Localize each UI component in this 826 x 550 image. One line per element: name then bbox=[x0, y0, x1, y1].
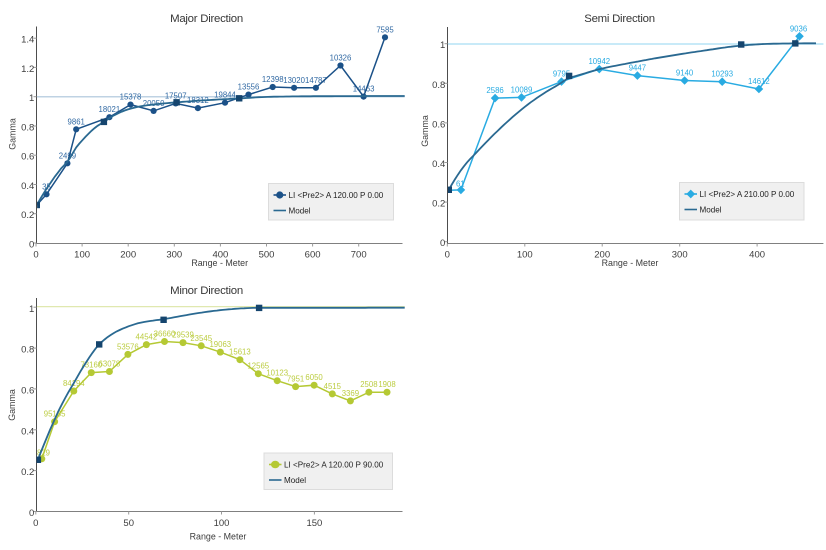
svg-text:1: 1 bbox=[29, 304, 34, 315]
svg-text:14463: 14463 bbox=[353, 85, 375, 94]
svg-text:0.2: 0.2 bbox=[21, 467, 34, 478]
svg-text:Model: Model bbox=[284, 476, 306, 485]
svg-text:10293: 10293 bbox=[711, 70, 733, 79]
svg-text:LI <Pre2> A 210.00 P 0.00: LI <Pre2> A 210.00 P 0.00 bbox=[700, 190, 795, 199]
svg-text:Range - Meter: Range - Meter bbox=[190, 532, 247, 542]
svg-text:17507: 17507 bbox=[165, 91, 187, 100]
svg-text:53576: 53576 bbox=[117, 342, 139, 351]
svg-text:200: 200 bbox=[120, 250, 136, 261]
svg-text:10942: 10942 bbox=[588, 57, 610, 66]
svg-text:29539: 29539 bbox=[172, 331, 194, 340]
svg-text:19063: 19063 bbox=[209, 340, 231, 349]
svg-text:100: 100 bbox=[517, 250, 533, 261]
svg-text:Gamma: Gamma bbox=[8, 118, 18, 150]
svg-text:7585: 7585 bbox=[376, 25, 394, 34]
svg-text:1: 1 bbox=[440, 40, 445, 51]
svg-text:12565: 12565 bbox=[247, 362, 269, 371]
svg-text:100: 100 bbox=[214, 518, 230, 529]
svg-text:0: 0 bbox=[33, 250, 38, 261]
svg-text:12398: 12398 bbox=[262, 75, 284, 84]
svg-text:10089: 10089 bbox=[511, 85, 533, 94]
svg-text:1: 1 bbox=[29, 93, 34, 104]
svg-text:Gamma: Gamma bbox=[420, 115, 430, 147]
svg-text:400: 400 bbox=[212, 250, 228, 261]
svg-text:0.6: 0.6 bbox=[21, 152, 34, 163]
svg-text:Minor Direction: Minor Direction bbox=[170, 285, 243, 297]
svg-text:13556: 13556 bbox=[238, 83, 260, 92]
svg-text:2508: 2508 bbox=[360, 380, 377, 389]
svg-text:Range - Meter: Range - Meter bbox=[191, 258, 248, 268]
svg-text:9795: 9795 bbox=[553, 70, 571, 79]
svg-text:LI <Pre2> A 120.00 P 90.00: LI <Pre2> A 120.00 P 90.00 bbox=[284, 461, 384, 470]
svg-text:300: 300 bbox=[166, 250, 182, 261]
svg-text:3369: 3369 bbox=[342, 389, 359, 398]
svg-text:6050: 6050 bbox=[305, 373, 323, 382]
svg-text:13020: 13020 bbox=[283, 76, 305, 85]
svg-text:50: 50 bbox=[123, 518, 134, 529]
svg-text:400: 400 bbox=[749, 250, 765, 261]
svg-text:0: 0 bbox=[440, 238, 445, 249]
svg-text:9036: 9036 bbox=[790, 24, 807, 33]
svg-text:9140: 9140 bbox=[676, 69, 694, 78]
svg-text:15378: 15378 bbox=[120, 93, 142, 102]
svg-text:Major Direction: Major Direction bbox=[170, 13, 243, 25]
svg-text:14612: 14612 bbox=[748, 77, 770, 86]
svg-text:9861: 9861 bbox=[68, 117, 85, 126]
svg-text:LI <Pre2> A 120.00 P 0.00: LI <Pre2> A 120.00 P 0.00 bbox=[289, 191, 384, 200]
svg-text:150: 150 bbox=[306, 518, 322, 529]
svg-text:1908: 1908 bbox=[378, 380, 395, 389]
svg-text:0.4: 0.4 bbox=[21, 426, 34, 437]
svg-text:0.6: 0.6 bbox=[21, 385, 34, 396]
svg-text:61: 61 bbox=[456, 180, 465, 189]
svg-text:9447: 9447 bbox=[629, 64, 646, 73]
svg-text:1.2: 1.2 bbox=[21, 64, 34, 75]
svg-text:0: 0 bbox=[29, 508, 34, 519]
svg-text:0.2: 0.2 bbox=[21, 210, 34, 221]
svg-text:10326: 10326 bbox=[330, 54, 352, 63]
svg-text:10123: 10123 bbox=[266, 369, 288, 378]
svg-text:19844: 19844 bbox=[214, 91, 236, 100]
svg-text:95135: 95135 bbox=[44, 410, 66, 419]
svg-text:0.4: 0.4 bbox=[432, 159, 445, 170]
svg-text:7951: 7951 bbox=[287, 375, 304, 384]
svg-text:Semi Direction: Semi Direction bbox=[584, 13, 655, 25]
svg-text:600: 600 bbox=[305, 250, 321, 261]
svg-text:2499: 2499 bbox=[59, 151, 76, 160]
svg-text:20050: 20050 bbox=[143, 99, 165, 108]
svg-text:100: 100 bbox=[74, 250, 90, 261]
svg-text:1.4: 1.4 bbox=[21, 35, 34, 46]
svg-text:Model: Model bbox=[289, 207, 311, 216]
svg-text:0.6: 0.6 bbox=[432, 119, 445, 130]
svg-text:0: 0 bbox=[445, 250, 450, 261]
svg-text:15613: 15613 bbox=[229, 348, 251, 357]
svg-text:Model: Model bbox=[700, 206, 722, 215]
svg-text:73160: 73160 bbox=[80, 361, 102, 370]
svg-text:23545: 23545 bbox=[190, 334, 212, 343]
svg-text:300: 300 bbox=[672, 250, 688, 261]
svg-text:500: 500 bbox=[259, 250, 275, 261]
svg-text:36660: 36660 bbox=[154, 330, 176, 339]
svg-text:14787: 14787 bbox=[305, 76, 327, 85]
svg-text:2586: 2586 bbox=[486, 86, 503, 95]
svg-text:0.8: 0.8 bbox=[21, 345, 34, 356]
svg-text:0.8: 0.8 bbox=[21, 123, 34, 134]
svg-text:4515: 4515 bbox=[324, 382, 342, 391]
svg-text:63078: 63078 bbox=[99, 360, 121, 369]
svg-text:200: 200 bbox=[594, 250, 610, 261]
svg-text:700: 700 bbox=[351, 250, 367, 261]
svg-text:0.2: 0.2 bbox=[432, 199, 445, 210]
svg-text:0.8: 0.8 bbox=[432, 80, 445, 91]
svg-text:18021: 18021 bbox=[99, 105, 121, 114]
svg-text:0: 0 bbox=[29, 240, 34, 251]
svg-text:0.4: 0.4 bbox=[21, 181, 34, 192]
svg-text:Range - Meter: Range - Meter bbox=[602, 258, 659, 268]
svg-text:Gamma: Gamma bbox=[7, 389, 17, 421]
svg-text:44542: 44542 bbox=[136, 333, 158, 342]
svg-text:0: 0 bbox=[33, 518, 38, 529]
